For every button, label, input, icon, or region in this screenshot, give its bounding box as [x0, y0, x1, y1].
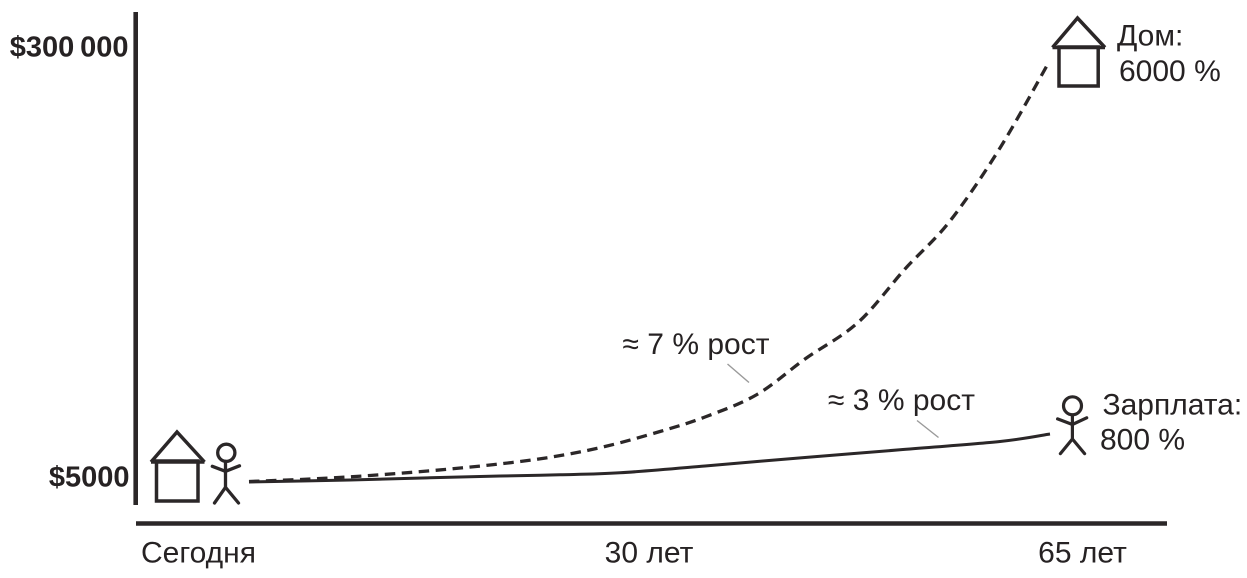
svg-text:Дом:: Дом: — [1117, 20, 1183, 53]
svg-text:≈ 3 % рост: ≈ 3 % рост — [828, 384, 975, 417]
svg-text:$300 000: $300 000 — [10, 32, 129, 64]
svg-text:30 лет: 30 лет — [605, 537, 694, 570]
svg-text:800 %: 800 % — [1100, 424, 1185, 457]
svg-text:65 лет: 65 лет — [1038, 537, 1127, 570]
svg-text:$5000: $5000 — [49, 462, 130, 494]
svg-text:6000 %: 6000 % — [1119, 55, 1221, 88]
svg-text:≈ 7 % рост: ≈ 7 % рост — [623, 328, 770, 361]
svg-text:Сегодня: Сегодня — [141, 537, 256, 570]
svg-text:Зарплата:: Зарплата: — [1103, 389, 1243, 422]
